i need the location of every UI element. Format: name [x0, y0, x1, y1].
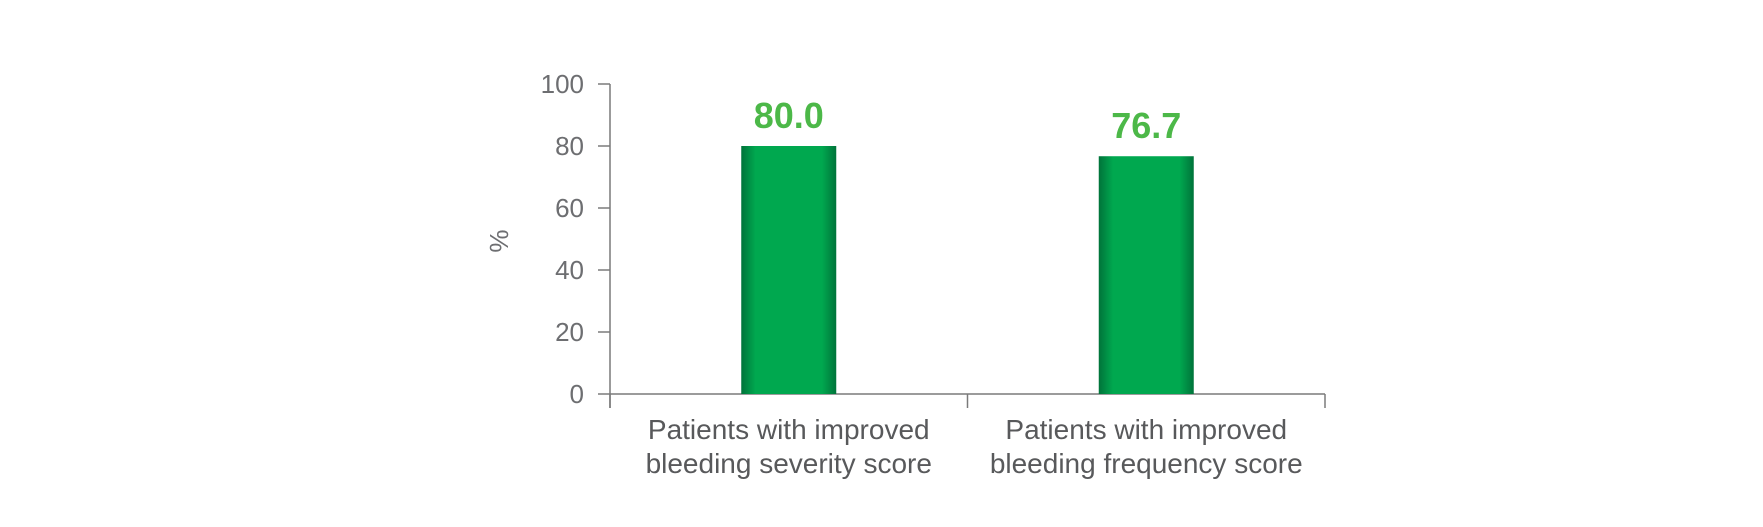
data-labels: 80.0 76.7 [754, 95, 1182, 146]
axes [609, 84, 1326, 408]
y-tick-label: 80 [555, 131, 584, 161]
category-label: Patients with improved bleeding frequency… [990, 414, 1303, 479]
data-label: 80.0 [754, 95, 824, 136]
y-tick-label: 40 [555, 255, 584, 285]
y-axis-title: % [484, 229, 514, 252]
category-label: Patients with improved bleeding severity … [646, 414, 932, 479]
y-tick-label: 60 [555, 193, 584, 223]
y-tick-label: 0 [570, 379, 584, 409]
y-axis-ticks: 0 20 40 60 80 100 [541, 69, 610, 409]
bar [1098, 156, 1194, 394]
bars [741, 146, 1194, 394]
y-tick-label: 100 [541, 69, 584, 99]
data-label: 76.7 [1111, 105, 1181, 146]
category-labels: Patients with improved bleeding severity … [646, 414, 1303, 479]
y-tick-label: 20 [555, 317, 584, 347]
bar [741, 146, 837, 394]
